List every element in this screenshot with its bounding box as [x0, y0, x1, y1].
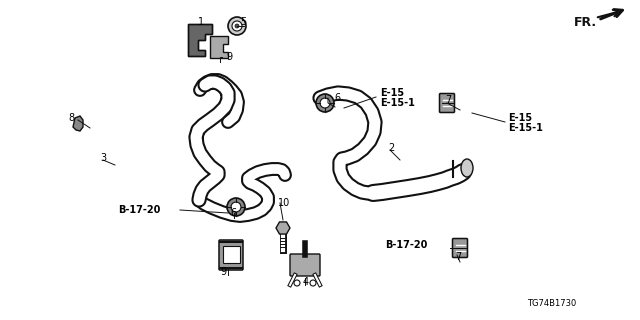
Text: E-15: E-15 [380, 88, 404, 98]
Circle shape [231, 202, 241, 212]
Ellipse shape [461, 159, 473, 177]
Text: 9: 9 [226, 52, 232, 62]
Text: 6: 6 [334, 93, 340, 103]
Polygon shape [276, 222, 290, 234]
Text: 7: 7 [455, 252, 461, 262]
Polygon shape [188, 24, 212, 56]
FancyArrowPatch shape [598, 10, 620, 17]
Circle shape [316, 94, 334, 112]
Circle shape [228, 17, 246, 35]
Circle shape [227, 198, 245, 216]
Circle shape [294, 280, 300, 286]
Text: 9: 9 [220, 267, 226, 277]
FancyBboxPatch shape [223, 246, 241, 263]
FancyBboxPatch shape [440, 93, 454, 113]
Text: 6: 6 [230, 208, 236, 218]
Text: 3: 3 [100, 153, 106, 163]
Text: E-15: E-15 [508, 113, 532, 123]
Circle shape [235, 24, 239, 28]
Circle shape [320, 98, 330, 108]
Circle shape [310, 280, 316, 286]
Text: FR.: FR. [574, 15, 597, 28]
Polygon shape [73, 116, 83, 131]
Polygon shape [210, 36, 228, 58]
FancyBboxPatch shape [452, 238, 467, 258]
Text: 7: 7 [445, 95, 451, 105]
Circle shape [232, 21, 242, 31]
Text: 2: 2 [388, 143, 394, 153]
Text: E-15-1: E-15-1 [380, 98, 415, 108]
Text: 1: 1 [198, 17, 204, 27]
Text: 8: 8 [68, 113, 74, 123]
Text: 4: 4 [303, 277, 309, 287]
Text: E-15-1: E-15-1 [508, 123, 543, 133]
Text: TG74B1730: TG74B1730 [527, 300, 576, 308]
Text: B-17-20: B-17-20 [385, 240, 428, 250]
Text: B-17-20: B-17-20 [118, 205, 161, 215]
FancyBboxPatch shape [290, 254, 320, 276]
Text: 10: 10 [278, 198, 291, 208]
FancyBboxPatch shape [219, 240, 243, 270]
Text: 5: 5 [240, 17, 246, 27]
